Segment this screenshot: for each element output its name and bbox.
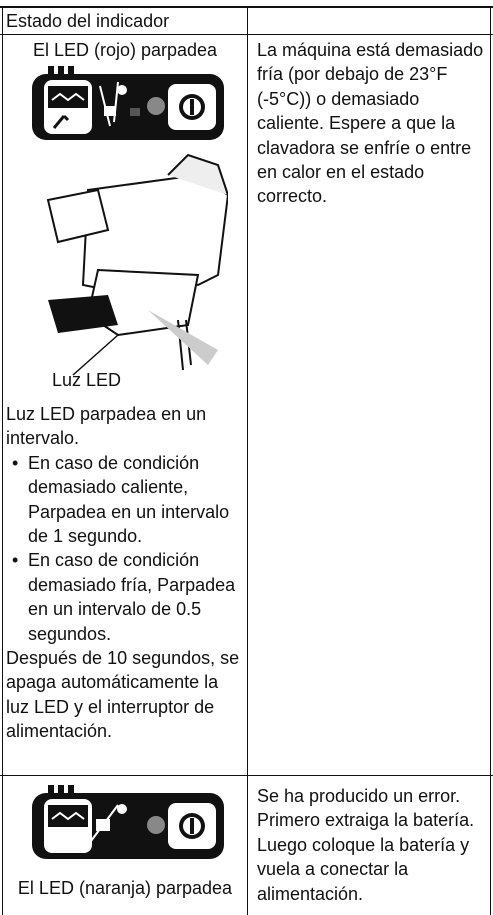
control-panel-icon xyxy=(32,785,224,859)
border xyxy=(247,6,248,915)
header-cell: Estado del indicador xyxy=(6,11,170,31)
details-item: En caso de condición demasiado fría, Par… xyxy=(12,548,244,646)
border xyxy=(0,6,493,8)
control-panel-icon xyxy=(32,66,224,140)
details-list: En caso de condición demasiado caliente,… xyxy=(6,451,244,646)
details-item: En caso de condición demasiado caliente,… xyxy=(12,451,244,549)
indicator-label: El LED (rojo) parpadea xyxy=(32,40,218,60)
details: Luz LED parpadea en un intervalo. En cas… xyxy=(6,402,244,744)
callout-label: Luz LED xyxy=(52,370,122,390)
description: Se ha producido un error. Primero extrai… xyxy=(257,786,475,904)
indicator-label: El LED (naranja) parpadea xyxy=(17,878,233,898)
details-intro: Luz LED parpadea en un intervalo. xyxy=(6,404,207,449)
nailer-illustration xyxy=(46,153,228,376)
border xyxy=(490,6,491,915)
details-outro: Después de 10 segundos, se apaga automát… xyxy=(6,648,240,742)
border xyxy=(0,775,493,776)
border xyxy=(2,6,3,915)
description: La máquina está demasiado fría (por deba… xyxy=(257,40,484,207)
border xyxy=(0,34,493,35)
